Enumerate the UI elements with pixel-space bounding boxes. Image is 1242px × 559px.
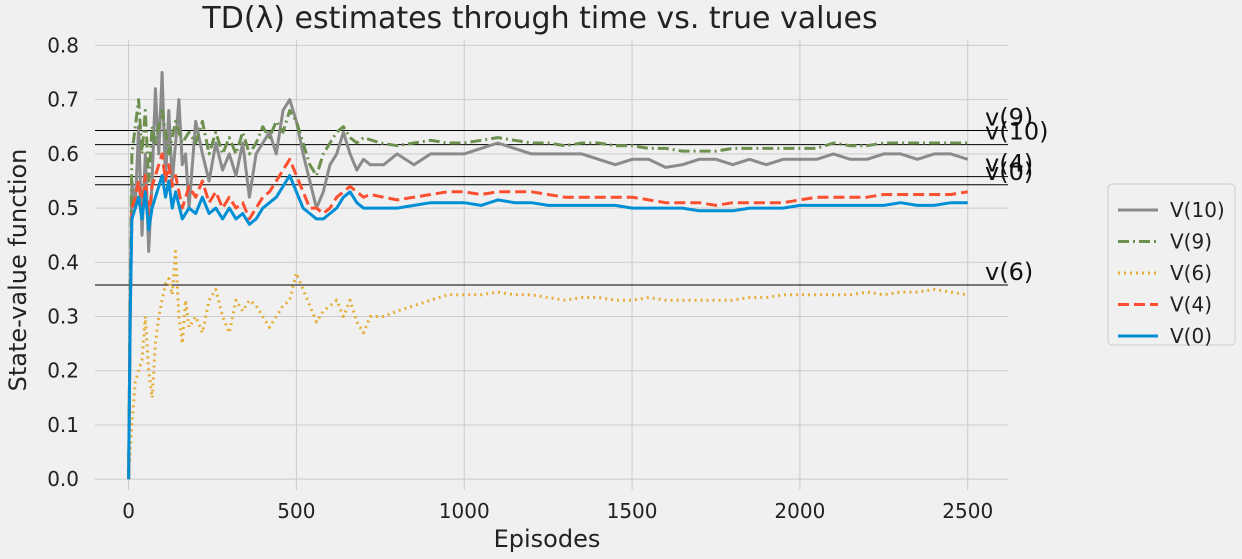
y-tick-label: 0.1 [47,413,79,437]
x-tick-label: 0 [122,499,135,523]
series-line [127,249,968,480]
legend-label: V(0) [1170,324,1212,348]
true-value-label: v(10) [985,118,1048,146]
y-tick-label: 0.4 [47,250,79,274]
y-tick-label: 0.0 [47,467,79,491]
true-value-label: v(6) [985,258,1033,286]
legend: V(10) V(9) V(6) V(4) V(0) [1107,183,1236,348]
x-tick-label: 1000 [439,499,490,523]
legend-label: V(4) [1170,293,1212,317]
chart-title: TD(λ) estimates through time vs. true va… [201,1,877,36]
series-line [127,98,968,480]
x-tick-label: 500 [277,499,315,523]
y-tick-label: 0.3 [47,305,79,329]
series-line [127,152,968,480]
y-tick-label: 0.8 [47,33,79,57]
true-value-label: v(0) [985,158,1033,186]
legend-label: V(6) [1170,261,1212,285]
tick-labels: 0 500 1000 1500 2000 2500 0.0 0.1 0.2 0.3 0.4 0.5 0.… [47,33,993,523]
y-tick-label: 0.6 [47,142,79,166]
plot-area [95,40,1008,490]
x-axis-label: Episodes [494,525,601,553]
y-axis-label: State-value function [4,149,32,392]
y-tick-label: 0.2 [47,359,79,383]
true-value-label: v(9) [985,104,1033,132]
series-lines [127,71,969,480]
series-line [127,174,968,480]
legend-label: V(10) [1170,198,1225,222]
x-tick-label: 2500 [942,499,993,523]
legend-entries: V(10) V(9) V(6) V(4) V(0) [1118,198,1225,348]
x-tick-label: 1500 [607,499,658,523]
series-line [127,71,969,480]
y-tick-label: 0.5 [47,196,79,220]
x-tick-label: 2000 [774,499,825,523]
true-value-label: v(4) [985,150,1033,178]
true-value-labels: v(9)v(10) v(4)v(0) v(6) [985,104,1048,287]
y-tick-label: 0.7 [47,88,79,112]
legend-label: V(9) [1170,230,1212,254]
